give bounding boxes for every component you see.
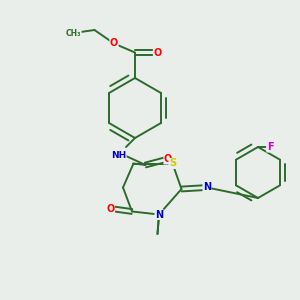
Text: O: O (164, 154, 172, 164)
Text: O: O (110, 38, 118, 49)
Text: CH₃: CH₃ (66, 28, 81, 38)
Text: O: O (153, 47, 162, 58)
Text: N: N (203, 182, 211, 193)
Text: N: N (155, 209, 163, 220)
Text: F: F (267, 142, 273, 152)
Text: S: S (169, 158, 176, 169)
Text: NH: NH (111, 152, 126, 160)
Text: O: O (106, 203, 115, 214)
